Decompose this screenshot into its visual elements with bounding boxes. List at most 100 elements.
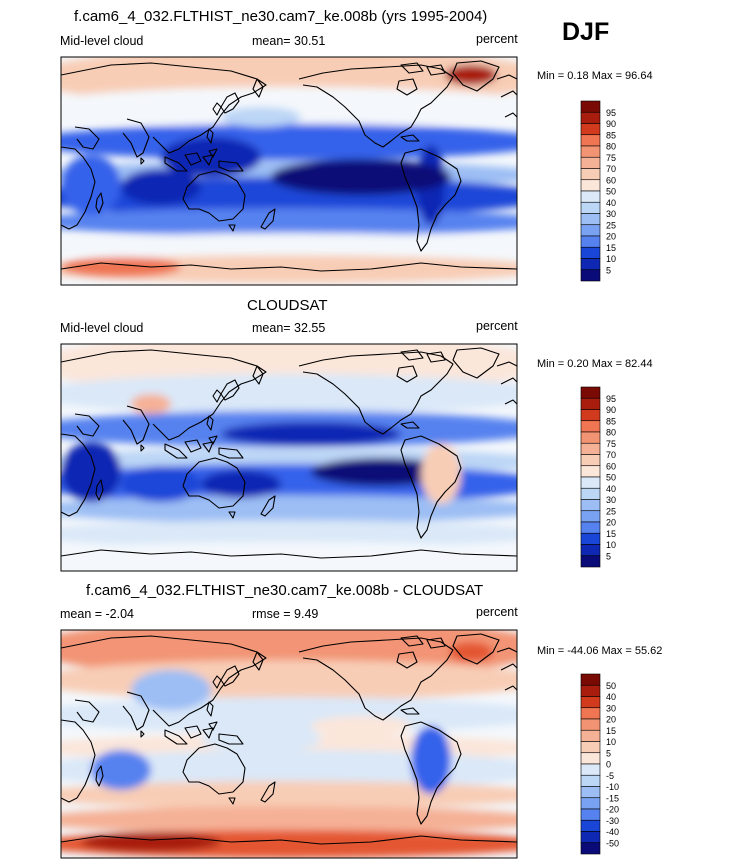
map-frame-2 bbox=[60, 343, 518, 572]
colorbar-tick-label: -10 bbox=[606, 782, 619, 792]
colorbar-box bbox=[580, 134, 601, 147]
field-region-1-6 bbox=[61, 208, 517, 236]
colorbar-box bbox=[580, 499, 601, 512]
colorbar-box bbox=[580, 420, 601, 433]
colorbar-box bbox=[580, 145, 601, 158]
colorbar-box bbox=[580, 179, 601, 192]
colorbar-box bbox=[580, 673, 601, 686]
field-region-2-15 bbox=[131, 394, 171, 414]
panel2-minmax: Min = 0.20 Max = 82.44 bbox=[537, 358, 653, 370]
colorbar-tick-label: 75 bbox=[606, 153, 616, 163]
colorbar-box bbox=[580, 752, 601, 765]
colorbar-tick-label: 50 bbox=[606, 187, 616, 197]
colorbar-box bbox=[580, 819, 601, 832]
colorbar-box bbox=[580, 544, 601, 557]
field-region-1-10 bbox=[445, 65, 497, 85]
colorbar-box bbox=[580, 786, 601, 799]
colorbar-box bbox=[580, 454, 601, 467]
colorbar-tick-label: 20 bbox=[606, 715, 616, 725]
colorbar-box bbox=[580, 224, 601, 237]
colorbar-box bbox=[580, 729, 601, 742]
panel1-title: f.cam6_4_032.FLTHIST_ne30.cam7_ke.008b (… bbox=[74, 8, 488, 25]
colorbar-box bbox=[580, 465, 601, 478]
colorbar-box bbox=[580, 397, 601, 410]
field-region-2-14 bbox=[201, 470, 281, 498]
field-region-3-7 bbox=[61, 806, 517, 834]
colorbar-tick-label: 20 bbox=[606, 518, 616, 528]
colorbar-tick-label: 15 bbox=[606, 529, 616, 539]
colorbar-box bbox=[580, 797, 601, 810]
colorbar-box bbox=[580, 510, 601, 523]
field-region-1-12 bbox=[61, 155, 121, 215]
colorbar-tick-label: 5 bbox=[606, 748, 611, 758]
colorbar-box bbox=[580, 774, 601, 787]
colorbar-tick-label: -50 bbox=[606, 838, 619, 848]
colorbar-box bbox=[580, 431, 601, 444]
field-region-1-16 bbox=[221, 107, 301, 127]
colorbar-tick-label: 10 bbox=[606, 540, 616, 550]
field-region-2-12 bbox=[61, 442, 121, 502]
colorbar-tick-label: 30 bbox=[606, 703, 616, 713]
panel2-units-label: percent bbox=[476, 319, 518, 333]
colorbar-tick-label: 5 bbox=[606, 265, 611, 275]
field-region-3-14 bbox=[311, 716, 411, 736]
colorbar-box bbox=[580, 476, 601, 489]
field-region-3-3 bbox=[61, 697, 517, 733]
field-region-1-15 bbox=[121, 169, 201, 205]
colorbar-tick-label: 40 bbox=[606, 484, 616, 494]
colorbar-tick-label: 30 bbox=[606, 209, 616, 219]
colorbar-box bbox=[580, 246, 601, 259]
field-region-3-6 bbox=[61, 781, 517, 809]
colorbar-box bbox=[580, 487, 601, 500]
colorbar-tick-label: 85 bbox=[606, 416, 616, 426]
colorbar-box bbox=[580, 190, 601, 203]
panel2-variable-label: Mid-level cloud bbox=[60, 321, 144, 335]
panel3-mean-label: mean = -2.04 bbox=[60, 607, 135, 621]
colorbar-tick-label: 75 bbox=[606, 439, 616, 449]
field-region-3-13 bbox=[201, 728, 321, 752]
colorbar-tick-label: -15 bbox=[606, 793, 619, 803]
colorbar-box bbox=[580, 123, 601, 136]
panel2-mean-label: mean= 32.55 bbox=[252, 321, 326, 335]
colorbar-tick-label: 80 bbox=[606, 428, 616, 438]
panel1-variable-label: Mid-level cloud bbox=[60, 34, 144, 48]
colorbar-tick-label: 60 bbox=[606, 461, 616, 471]
colorbar-tick-label: 70 bbox=[606, 164, 616, 174]
colorbar-tick-label: 25 bbox=[606, 220, 616, 230]
field-region-2-9 bbox=[221, 422, 401, 446]
panel1-units-label: percent bbox=[476, 32, 518, 46]
colorbar-tick-label: -40 bbox=[606, 827, 619, 837]
colorbar-box bbox=[580, 718, 601, 731]
colorbar-box bbox=[580, 555, 601, 568]
field-region-3-15 bbox=[81, 832, 221, 852]
map-panel-2 bbox=[61, 344, 517, 571]
panel3-rmse-label: rmse = 9.49 bbox=[252, 607, 319, 621]
map-frame-3 bbox=[60, 629, 518, 859]
map-frame-1 bbox=[60, 56, 518, 286]
field-region-3-10 bbox=[91, 750, 151, 790]
field-region-3-12 bbox=[449, 642, 493, 662]
colorbar-tick-label: 95 bbox=[606, 394, 616, 404]
field-region-1-3 bbox=[61, 124, 517, 160]
colorbar-box bbox=[580, 156, 601, 169]
colorbar-tick-label: 20 bbox=[606, 232, 616, 242]
colorbar-tick-label: 70 bbox=[606, 450, 616, 460]
colorbar-box bbox=[580, 808, 601, 821]
colorbar-box bbox=[580, 707, 601, 720]
colorbar-tick-label: -5 bbox=[606, 771, 614, 781]
field-region-1-13 bbox=[161, 137, 261, 177]
colorbar-box bbox=[580, 409, 601, 422]
colorbar-tick-label: 0 bbox=[606, 760, 611, 770]
field-region-2-6 bbox=[61, 495, 517, 523]
colorbar-box bbox=[580, 831, 601, 844]
colorbar-box bbox=[580, 100, 601, 113]
colorbar-tick-label: 10 bbox=[606, 254, 616, 264]
colorbar-tick-label: 5 bbox=[606, 551, 611, 561]
colorbar-box bbox=[580, 741, 601, 754]
colorbar-box bbox=[580, 201, 601, 214]
colorbar-box bbox=[580, 532, 601, 545]
colorbar-tick-label: 95 bbox=[606, 108, 616, 118]
panel1-mean-label: mean= 30.51 bbox=[252, 34, 326, 48]
colorbar-box bbox=[580, 521, 601, 534]
